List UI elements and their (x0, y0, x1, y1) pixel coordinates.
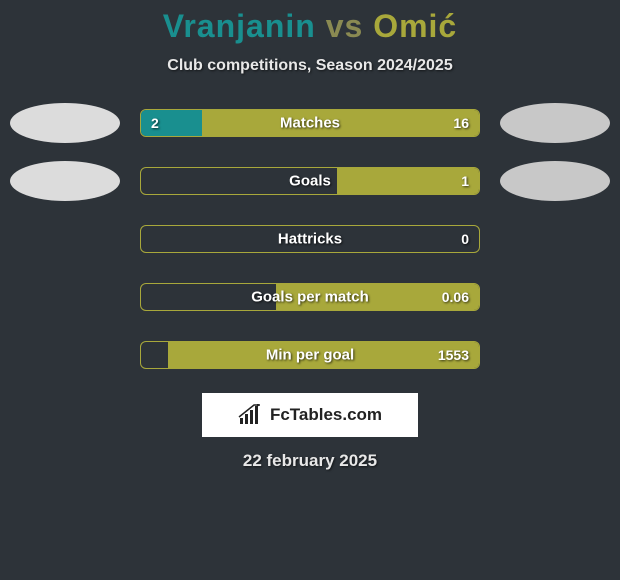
stat-bar: Goals per match 0.06 (140, 283, 480, 311)
logo-text: FcTables.com (270, 405, 382, 425)
stat-row: Hattricks 0 (0, 219, 620, 259)
stat-bar: Min per goal 1553 (140, 341, 480, 369)
source-logo: FcTables.com (202, 393, 418, 437)
spacer (500, 277, 610, 317)
stat-value-right: 16 (453, 115, 469, 131)
stat-bar: 2 Matches 16 (140, 109, 480, 137)
stat-bar: Goals 1 (140, 167, 480, 195)
stat-bar: Hattricks 0 (140, 225, 480, 253)
stat-row: Min per goal 1553 (0, 335, 620, 375)
player2-avatar (500, 161, 610, 201)
player2-name: Omić (373, 8, 457, 44)
stat-row: Goals per match 0.06 (0, 277, 620, 317)
stat-value-right: 0.06 (442, 289, 469, 305)
page-title: Vranjanin vs Omić (0, 8, 620, 45)
stat-label: Goals per match (251, 289, 369, 306)
comparison-card: Vranjanin vs Omić Club competitions, Sea… (0, 0, 620, 471)
date-label: 22 february 2025 (0, 451, 620, 471)
player1-avatar (10, 161, 120, 201)
spacer (10, 335, 120, 375)
chart-icon (238, 404, 264, 426)
subtitle: Club competitions, Season 2024/2025 (0, 57, 620, 75)
stat-row: 2 Matches 16 (0, 103, 620, 143)
spacer (10, 277, 120, 317)
bar-right-fill (337, 168, 479, 194)
stat-value-right: 1553 (438, 347, 469, 363)
stats-area: 2 Matches 16 Goals 1 Hattricks 0 Goals per matc… (0, 103, 620, 375)
spacer (500, 335, 610, 375)
stat-row: Goals 1 (0, 161, 620, 201)
stat-label: Goals (289, 173, 331, 190)
player1-name: Vranjanin (163, 8, 316, 44)
bar-right-fill (202, 110, 479, 136)
spacer (10, 219, 120, 259)
stat-label: Hattricks (278, 231, 342, 248)
stat-label: Min per goal (266, 347, 354, 364)
player1-avatar (10, 103, 120, 143)
stat-value-right: 1 (461, 173, 469, 189)
stat-value-left: 2 (151, 115, 159, 131)
spacer (500, 219, 610, 259)
stat-label: Matches (280, 115, 340, 132)
player2-avatar (500, 103, 610, 143)
vs-separator: vs (326, 8, 364, 44)
stat-value-right: 0 (461, 231, 469, 247)
